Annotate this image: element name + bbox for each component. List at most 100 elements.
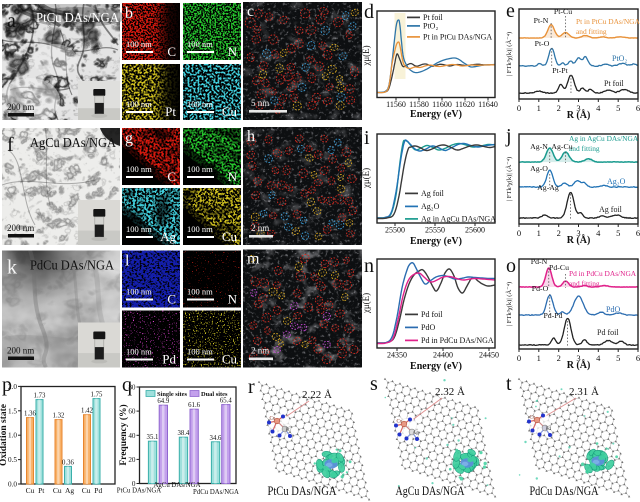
svg-text:25550: 25550 bbox=[425, 226, 445, 235]
svg-text:N: N bbox=[228, 44, 238, 59]
svg-text:Pd-O: Pd-O bbox=[532, 284, 549, 293]
svg-text:1: 1 bbox=[537, 228, 541, 238]
svg-text:38.4: 38.4 bbox=[177, 430, 189, 437]
svg-text:64.9: 64.9 bbox=[157, 398, 169, 405]
svg-text:100 nm: 100 nm bbox=[187, 39, 213, 49]
svg-text:1.32: 1.32 bbox=[53, 413, 65, 420]
svg-text:χμ(E): χμ(E) bbox=[361, 45, 371, 66]
svg-text:20: 20 bbox=[128, 456, 136, 464]
svg-text:Pt foil: Pt foil bbox=[604, 79, 625, 88]
svg-text:24400: 24400 bbox=[433, 351, 453, 360]
svg-text:C: C bbox=[167, 292, 176, 307]
svg-text:C: C bbox=[167, 169, 176, 184]
svg-text:Pd foil: Pd foil bbox=[597, 328, 619, 337]
svg-text:Energy (eV): Energy (eV) bbox=[410, 109, 462, 120]
svg-text:Pd: Pd bbox=[546, 427, 552, 432]
svg-text:200 nm: 200 nm bbox=[7, 102, 34, 112]
svg-text:60: 60 bbox=[128, 408, 136, 416]
svg-text:24450: 24450 bbox=[479, 351, 499, 360]
svg-text:11580: 11580 bbox=[409, 100, 429, 109]
svg-text:0.0: 0.0 bbox=[8, 481, 17, 489]
svg-text:Cu: Cu bbox=[222, 352, 238, 367]
svg-text:m: m bbox=[247, 251, 260, 268]
svg-text:100 nm: 100 nm bbox=[126, 39, 152, 49]
svg-text:Ag in AgCu DAs/NGA: Ag in AgCu DAs/NGA bbox=[421, 215, 496, 224]
svg-text:Frequency (%): Frequency (%) bbox=[118, 404, 129, 465]
svg-text:40: 40 bbox=[128, 432, 136, 440]
svg-text:100 nm: 100 nm bbox=[126, 287, 152, 297]
svg-text:61.6: 61.6 bbox=[188, 402, 200, 409]
svg-text:j: j bbox=[505, 125, 512, 147]
svg-text:100 nm: 100 nm bbox=[187, 224, 213, 234]
svg-text:200 nm: 200 nm bbox=[7, 346, 34, 356]
svg-text:6: 6 bbox=[636, 353, 640, 363]
svg-text:2: 2 bbox=[557, 353, 561, 363]
svg-text:Pd-N: Pd-N bbox=[531, 257, 548, 266]
svg-text:PdCu DAs/NGA: PdCu DAs/NGA bbox=[30, 259, 115, 274]
svg-text:200 nm: 200 nm bbox=[7, 223, 34, 233]
svg-text:l: l bbox=[125, 253, 130, 270]
svg-text:2 nm: 2 nm bbox=[251, 223, 269, 233]
svg-text:Pt foil: Pt foil bbox=[423, 13, 444, 22]
svg-text:100 nm: 100 nm bbox=[187, 99, 213, 109]
svg-text:PtCu DAs/NGA: PtCu DAs/NGA bbox=[268, 484, 337, 498]
svg-text:Pt-O: Pt-O bbox=[535, 39, 550, 48]
svg-text:25600: 25600 bbox=[465, 226, 485, 235]
svg-text:80: 80 bbox=[128, 384, 136, 392]
svg-text:Cu: Cu bbox=[270, 417, 276, 422]
svg-text:5: 5 bbox=[616, 353, 620, 363]
svg-text:Pt-N: Pt-N bbox=[534, 16, 549, 25]
svg-text:r: r bbox=[248, 376, 255, 398]
svg-text:Cu Pd: Cu Pd bbox=[82, 486, 103, 495]
svg-text:1.73: 1.73 bbox=[34, 393, 46, 400]
svg-text:Oxidation state: Oxidation state bbox=[0, 404, 9, 466]
svg-text:Cu: Cu bbox=[222, 229, 238, 244]
svg-text:1.42: 1.42 bbox=[81, 408, 93, 415]
svg-text:n: n bbox=[364, 255, 374, 277]
svg-text:R (Å): R (Å) bbox=[567, 359, 591, 371]
svg-text:25500: 25500 bbox=[385, 226, 405, 235]
svg-text:Pd-Pd: Pd-Pd bbox=[543, 311, 562, 320]
svg-text:Ag-Ag: Ag-Ag bbox=[537, 183, 559, 192]
svg-text:e: e bbox=[506, 0, 515, 22]
svg-text:b: b bbox=[125, 5, 133, 22]
svg-text:11620: 11620 bbox=[455, 100, 475, 109]
svg-text:24350: 24350 bbox=[387, 351, 407, 360]
svg-text:0: 0 bbox=[517, 353, 521, 363]
svg-text:1.0: 1.0 bbox=[8, 432, 17, 440]
svg-text:k: k bbox=[7, 257, 17, 279]
svg-text:11600: 11600 bbox=[432, 100, 452, 109]
svg-text:6: 6 bbox=[636, 103, 640, 113]
svg-text:2.22 Å: 2.22 Å bbox=[302, 389, 332, 401]
svg-text:5: 5 bbox=[616, 228, 620, 238]
svg-text:4: 4 bbox=[596, 353, 601, 363]
svg-text:AgCu DAs/NGA: AgCu DAs/NGA bbox=[153, 482, 200, 489]
svg-text:N: N bbox=[228, 292, 238, 307]
svg-text:AgCu DAs/NGA: AgCu DAs/NGA bbox=[30, 136, 117, 151]
svg-text:Cu: Cu bbox=[530, 416, 536, 421]
svg-text:PdO: PdO bbox=[606, 305, 620, 314]
svg-text:Cu: Cu bbox=[222, 104, 238, 119]
svg-text:Pt: Pt bbox=[165, 104, 176, 119]
svg-text:Ag-O: Ag-O bbox=[530, 164, 548, 173]
svg-text:3: 3 bbox=[576, 103, 580, 113]
svg-text:a: a bbox=[7, 10, 16, 32]
svg-text:2 nm: 2 nm bbox=[251, 346, 269, 356]
svg-text:PtCu DAs/NGA: PtCu DAs/NGA bbox=[117, 488, 161, 495]
svg-text:2: 2 bbox=[557, 103, 561, 113]
svg-text:100 nm: 100 nm bbox=[187, 287, 213, 297]
svg-text:N: N bbox=[228, 169, 238, 184]
svg-text:Pd: Pd bbox=[162, 352, 176, 367]
svg-text:Pt: Pt bbox=[286, 428, 291, 433]
svg-text:4: 4 bbox=[596, 103, 601, 113]
svg-text:100 nm: 100 nm bbox=[126, 99, 152, 109]
svg-text:5: 5 bbox=[616, 103, 620, 113]
svg-text:1.5: 1.5 bbox=[8, 407, 17, 415]
svg-text:Pd-Cu: Pd-Cu bbox=[549, 263, 569, 272]
svg-text:34.6: 34.6 bbox=[210, 435, 222, 442]
svg-text:4: 4 bbox=[596, 228, 601, 238]
svg-text:Pt-Pt: Pt-Pt bbox=[552, 66, 568, 75]
svg-text:Energy (eV): Energy (eV) bbox=[410, 361, 462, 372]
svg-text:PdO: PdO bbox=[421, 323, 435, 332]
svg-text:11560: 11560 bbox=[386, 100, 406, 109]
